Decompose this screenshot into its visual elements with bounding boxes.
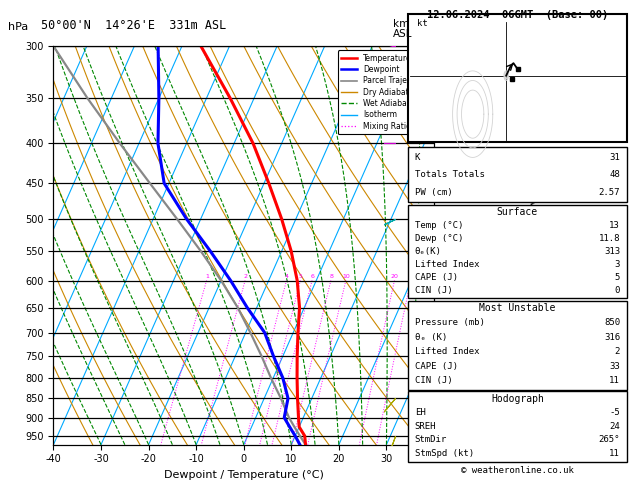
Text: hPa: hPa [8, 22, 28, 32]
Text: 5: 5 [615, 273, 620, 282]
Text: Totals Totals: Totals Totals [415, 171, 484, 179]
Text: km: km [393, 19, 409, 30]
Text: 33: 33 [610, 362, 620, 371]
Text: CIN (J): CIN (J) [415, 377, 452, 385]
Text: 2.57: 2.57 [599, 188, 620, 196]
Text: 25: 25 [407, 274, 415, 279]
Legend: Temperature, Dewpoint, Parcel Trajectory, Dry Adiabat, Wet Adiabat, Isotherm, Mi: Temperature, Dewpoint, Parcel Trajectory… [338, 50, 430, 134]
Text: 13: 13 [610, 221, 620, 230]
Text: 313: 313 [604, 247, 620, 256]
Text: Temp (°C): Temp (°C) [415, 221, 463, 230]
Text: ASL: ASL [393, 29, 413, 39]
Text: PW (cm): PW (cm) [415, 188, 452, 196]
Text: © weatheronline.co.uk: © weatheronline.co.uk [461, 466, 574, 475]
Text: CAPE (J): CAPE (J) [415, 362, 458, 371]
Text: 2: 2 [615, 347, 620, 356]
Text: StmSpd (kt): StmSpd (kt) [415, 449, 474, 458]
Text: 316: 316 [604, 332, 620, 342]
Text: 4: 4 [285, 274, 289, 279]
Text: LCL: LCL [438, 449, 453, 458]
Text: 5: 5 [299, 274, 303, 279]
Bar [408, 301, 626, 390]
Text: 6: 6 [311, 274, 314, 279]
Text: 850: 850 [604, 318, 620, 327]
Text: CAPE (J): CAPE (J) [415, 273, 458, 282]
Text: 2: 2 [243, 274, 248, 279]
Text: 8: 8 [330, 274, 333, 279]
Text: Dewp (°C): Dewp (°C) [415, 234, 463, 243]
Bar [408, 15, 626, 142]
Text: SREH: SREH [415, 422, 436, 431]
Text: 3: 3 [615, 260, 620, 269]
Text: Lifted Index: Lifted Index [415, 347, 479, 356]
Text: θₑ (K): θₑ (K) [415, 332, 447, 342]
Text: kt: kt [417, 19, 428, 28]
Bar [408, 391, 626, 462]
Text: 10: 10 [342, 274, 350, 279]
Text: 265°: 265° [599, 435, 620, 444]
Text: -5: -5 [610, 408, 620, 417]
Text: 50°00'N  14°26'E  331m ASL: 50°00'N 14°26'E 331m ASL [41, 19, 226, 33]
Text: CIN (J): CIN (J) [415, 286, 452, 295]
Text: 20: 20 [391, 274, 399, 279]
Text: Surface: Surface [497, 207, 538, 217]
Text: Most Unstable: Most Unstable [479, 303, 555, 313]
Text: θₑ(K): θₑ(K) [415, 247, 442, 256]
Text: 31: 31 [610, 153, 620, 162]
Text: 11.8: 11.8 [599, 234, 620, 243]
Text: 12.06.2024  06GMT  (Base: 00): 12.06.2024 06GMT (Base: 00) [426, 10, 608, 19]
Text: StmDir: StmDir [415, 435, 447, 444]
Text: Lifted Index: Lifted Index [415, 260, 479, 269]
Text: 48: 48 [610, 171, 620, 179]
Text: 11: 11 [610, 377, 620, 385]
Text: 11: 11 [610, 449, 620, 458]
Text: EH: EH [415, 408, 425, 417]
Bar [408, 147, 626, 202]
Y-axis label: Mixing Ratio (g/kg): Mixing Ratio (g/kg) [526, 199, 537, 292]
X-axis label: Dewpoint / Temperature (°C): Dewpoint / Temperature (°C) [164, 470, 324, 480]
Text: Pressure (mb): Pressure (mb) [415, 318, 484, 327]
Text: Hodograph: Hodograph [491, 394, 544, 403]
Text: K: K [415, 153, 420, 162]
Bar [408, 205, 626, 298]
Text: 1: 1 [205, 274, 209, 279]
Text: 0: 0 [615, 286, 620, 295]
Text: 24: 24 [610, 422, 620, 431]
